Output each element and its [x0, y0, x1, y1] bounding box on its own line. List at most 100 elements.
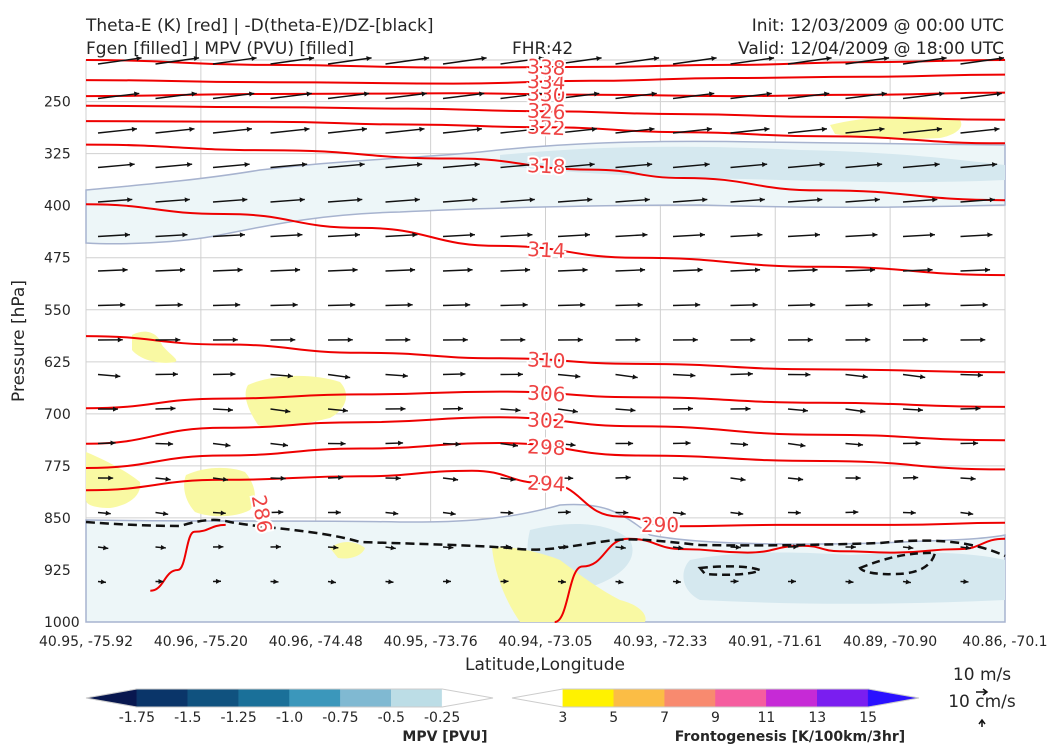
wind-vector — [385, 198, 420, 203]
colorbar-tick-label: -1.75 — [119, 710, 155, 726]
wind-vector-head — [103, 545, 109, 551]
wind-vector — [97, 128, 138, 134]
wind-vector-head — [517, 371, 523, 377]
wind-vector-head — [251, 56, 257, 62]
wind-vector-head — [419, 126, 425, 132]
wind-vector-head — [177, 302, 183, 308]
wind-vector-head — [416, 162, 423, 168]
x-tick-label: 40.95, -73.76 — [384, 634, 478, 650]
wind-vector-head — [996, 91, 1002, 97]
wind-vector-head — [352, 267, 358, 273]
colorbar-swatch — [664, 688, 716, 708]
wind-vector-head — [273, 579, 279, 585]
wind-vector — [212, 128, 253, 134]
wind-vector-head — [570, 442, 576, 448]
wind-vector-head — [735, 544, 741, 550]
wind-vector-head — [222, 476, 229, 482]
wind-vector — [672, 128, 713, 134]
wind-vector-head — [706, 126, 712, 132]
wind-vector-head — [402, 373, 408, 379]
wind-vector — [327, 163, 365, 169]
wind-vector-head — [191, 91, 197, 97]
wind-vector — [557, 92, 600, 100]
colorbar-outline — [85, 688, 494, 708]
wind-vector-head — [560, 579, 566, 585]
wind-vector-head — [474, 162, 480, 168]
wind-vector-head — [131, 126, 137, 132]
theta-e-label-306: 306 — [527, 381, 566, 407]
wind-vector — [97, 163, 135, 169]
wind-vector — [327, 92, 370, 100]
wind-scale-arrow-icon — [976, 688, 989, 696]
wind-vector-head — [987, 232, 993, 238]
wind-vector — [787, 233, 820, 238]
wind-vector — [155, 163, 193, 169]
wind-vector — [442, 57, 487, 65]
wind-vectors — [97, 56, 1005, 585]
stability-contour-loop-2 — [858, 551, 937, 576]
y-tick-label: 400 — [44, 199, 71, 215]
wind-vector-head — [414, 197, 420, 203]
wind-vector — [615, 92, 657, 100]
wind-vector-head — [124, 232, 130, 238]
wind-vector — [845, 233, 878, 238]
wind-vector-head — [136, 56, 142, 62]
wind-scale: 10 m/s 10 cm/s — [948, 665, 1016, 727]
wind-vector-head — [505, 544, 511, 550]
colorbar-tick-label: -0.5 — [378, 710, 405, 726]
wind-vector-head — [620, 545, 626, 551]
wind-vector-head — [239, 232, 245, 238]
wind-vector-head — [398, 440, 404, 446]
wind-vector-head — [409, 267, 416, 273]
wind-vector — [787, 198, 823, 203]
wind-vector-head — [625, 475, 631, 481]
wind-vector-head — [292, 302, 298, 308]
wind-vector-head — [354, 232, 360, 238]
wind-vector-head — [479, 91, 485, 97]
colorbar-swatch — [766, 688, 818, 708]
theta-e-label-310: 310 — [527, 347, 566, 373]
wind-vector-head — [244, 162, 250, 168]
wind-vector — [615, 57, 660, 65]
wind-vector-head — [357, 197, 363, 203]
colorbar-tick-label: -1.25 — [221, 710, 257, 726]
colorbar-tick-label: 11 — [757, 710, 775, 726]
wind-vector-head — [879, 126, 885, 132]
wind-vector-head — [639, 267, 646, 273]
wind-vector — [212, 163, 250, 169]
wind-vector-head — [908, 545, 914, 551]
wind-vector-head — [390, 545, 396, 551]
wind-vector-head — [651, 91, 657, 97]
wind-vector-head — [182, 232, 188, 238]
wind-vector — [442, 198, 478, 203]
wind-vector-head — [392, 510, 399, 516]
wind-vector-head — [680, 510, 686, 516]
wind-vector — [327, 128, 368, 134]
wind-vector — [500, 128, 540, 134]
wind-vector-head — [172, 371, 178, 377]
wind-vector — [385, 233, 418, 238]
y-tick-label: 550 — [44, 303, 71, 319]
wind-vector-head — [596, 56, 602, 62]
wind-vector-head — [230, 371, 236, 377]
colorbar-tick-label: -1.5 — [174, 710, 201, 726]
colorbar-swatch — [441, 688, 494, 708]
wind-vector-head — [529, 197, 535, 203]
wind-vector-head — [306, 91, 312, 97]
wind-vector-head — [737, 510, 744, 516]
wind-vector-head — [750, 337, 756, 343]
x-tick-label: 40.96, -75.20 — [154, 634, 248, 650]
wind-vector-head — [184, 197, 190, 203]
colorbar-outline — [511, 688, 920, 708]
wind-vector — [960, 163, 998, 169]
theta-e-label-290: 290 — [641, 513, 679, 537]
wind-vector-head — [575, 373, 581, 379]
wind-vector — [960, 128, 1000, 134]
wind-vector-head — [805, 372, 811, 378]
wind-vector — [672, 92, 715, 100]
wind-vector — [212, 233, 245, 238]
wind-vector-head — [469, 232, 475, 238]
colorbar-swatch — [562, 688, 614, 708]
wind-vector-head — [342, 407, 348, 413]
wind-vector — [902, 198, 938, 203]
